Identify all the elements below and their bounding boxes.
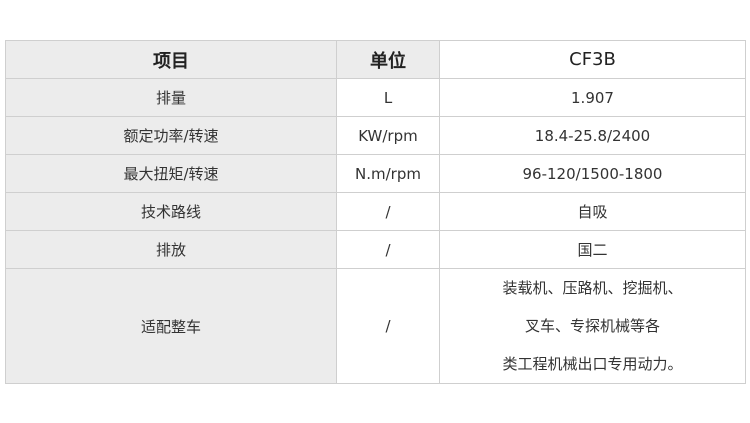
table-cell: 技术路线 bbox=[5, 192, 337, 231]
cell-line: 类工程机械出口专用动力。 bbox=[502, 355, 683, 373]
table-body: 排量 L 1.907 额定功率/转速 KW/rpm 18.4-25.8/2400 最大扭矩/… bbox=[5, 78, 746, 384]
table-cell: / bbox=[336, 230, 440, 269]
table-cell: 额定功率/转速 bbox=[5, 116, 337, 155]
table-cell: 18.4-25.8/2400 bbox=[439, 116, 746, 155]
table-cell: 1.907 bbox=[439, 78, 746, 117]
table-cell: / bbox=[336, 268, 440, 384]
table-row: 额定功率/转速 KW/rpm 18.4-25.8/2400 bbox=[5, 116, 746, 155]
table-cell: 适配整车 bbox=[5, 268, 337, 384]
table-cell: N.m/rpm bbox=[336, 154, 440, 193]
header-cell: 项目 bbox=[5, 40, 337, 79]
table-cell: 最大扭矩/转速 bbox=[5, 154, 337, 193]
table-row: 排放 / 国二 bbox=[5, 230, 746, 269]
cell-line: 装载机、压路机、挖掘机、 bbox=[502, 279, 683, 297]
table-cell: 装载机、压路机、挖掘机、 叉车、专探机械等各类工程机械出口专用动力。 bbox=[439, 268, 746, 384]
table-cell: / bbox=[336, 192, 440, 231]
header-cell: 单位 bbox=[336, 40, 440, 79]
cell-line: 叉车、专探机械等各 bbox=[524, 317, 660, 335]
table-cell: 96-120/1500-1800 bbox=[439, 154, 746, 193]
table-row: 适配整车 / 装载机、压路机、挖掘机、 叉车、专探机械等各 类工程机械出口专用动力。 bbox=[5, 268, 746, 384]
table-cell: 国二 bbox=[439, 230, 746, 269]
table-cell: L bbox=[336, 78, 440, 117]
header-row: 项目 单位 CF3B bbox=[5, 40, 746, 79]
table-cell: 排量 bbox=[5, 78, 337, 117]
table-cell: 排放 bbox=[5, 230, 337, 269]
spec-table: 项目 单位 CF3B 排量 L 1.907 额定功率/转速 KW/rpm 18.4-25.… bbox=[5, 40, 746, 384]
header-cell: CF3B bbox=[439, 40, 746, 79]
table-cell: 自吸 bbox=[439, 192, 746, 231]
table-row: 技术路线 / 自吸 bbox=[5, 192, 746, 231]
table-row: 排量 L 1.907 bbox=[5, 78, 746, 117]
table-cell: KW/rpm bbox=[336, 116, 440, 155]
table-row: 最大扭矩/转速 N.m/rpm 96-120/1500-1800 bbox=[5, 154, 746, 193]
